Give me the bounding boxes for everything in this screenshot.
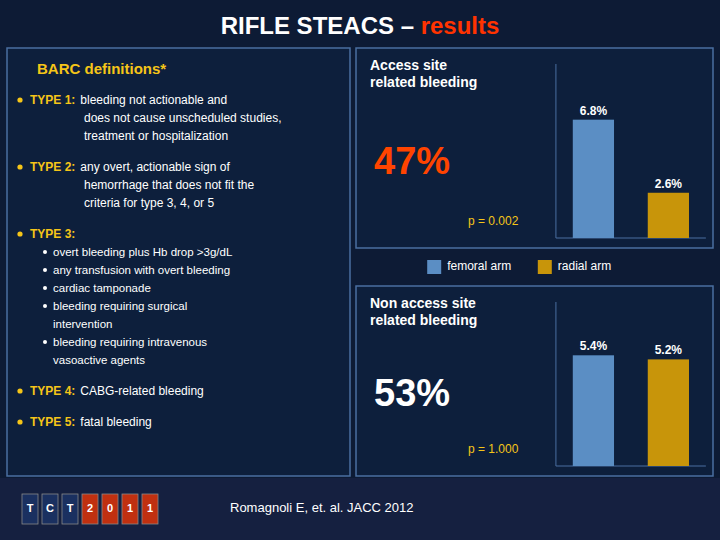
definition-label: TYPE 2:: [30, 160, 75, 174]
chart-title: related bleeding: [370, 74, 477, 90]
bars: [573, 355, 689, 466]
definition-line: TYPE 4: CABG-related bleeding: [30, 384, 204, 398]
p-value: p = 0.002: [468, 214, 519, 228]
logo-letter: T: [27, 502, 34, 514]
definition-subitem: any transfusion with overt bleeding: [53, 264, 230, 276]
definition-text: does not cause unscheduled studies,: [84, 111, 281, 125]
chart-panel: Non access siterelated bleeding 53% p = 1.…: [356, 286, 713, 476]
logo-box: [22, 494, 38, 524]
legend-swatch: [538, 260, 552, 274]
bullet: [17, 97, 22, 102]
definitions-heading: BARC definitions*: [37, 60, 166, 77]
definition-text: bleeding not actionable and: [80, 93, 227, 107]
logo-box: [122, 494, 138, 524]
title: RIFLE STEACS – results: [221, 12, 500, 39]
definition-subitem: intervention: [53, 318, 112, 330]
legend-label: femoral arm: [447, 259, 511, 273]
logo-letter: C: [46, 502, 54, 514]
definition-subitem: overt bleeding plus Hb drop >3g/dL: [53, 246, 233, 258]
y-axis-line: [555, 64, 556, 238]
legend-swatch: [427, 260, 441, 274]
sub-bullet: [43, 304, 47, 308]
legend: femoral arm radial arm: [427, 259, 611, 274]
logo-box: [82, 494, 98, 524]
definition-line: TYPE 5: fatal bleeding: [30, 415, 152, 429]
footer-source: Romagnoli E, et. al. JACC 2012: [230, 500, 414, 515]
footer: [0, 478, 720, 540]
definition-text: criteria for type 3, 4, or 5: [84, 196, 214, 210]
bar: [648, 193, 689, 238]
sub-bullet: [43, 286, 47, 290]
chart-title: Access site: [370, 57, 447, 73]
reduction-label: 53%: [374, 372, 450, 414]
logo-letter: T: [67, 502, 74, 514]
logo-box: [102, 494, 118, 524]
chart-title: Non access site: [370, 295, 476, 311]
title-part: results: [414, 12, 499, 39]
bullet: [17, 231, 22, 236]
logo-box: [142, 494, 158, 524]
panel-frame: [356, 286, 713, 476]
sub-bullet: [43, 268, 47, 272]
bullet: [17, 419, 22, 424]
logo-letter: 1: [147, 502, 153, 514]
definition-line: TYPE 2: any overt, actionable sign of: [30, 160, 230, 174]
definition-line: TYPE 1: bleeding not actionable and: [30, 93, 227, 107]
definition-text: CABG-related bleeding: [80, 384, 203, 398]
data-label: 6.8%: [580, 104, 608, 118]
definition-subitem: bleeding requiring surgical: [53, 300, 187, 312]
chart-title: related bleeding: [370, 312, 477, 328]
definition-subitem: vasoactive agents: [53, 354, 145, 366]
slide: RIFLE STEACS – results BARC definitions* T…: [0, 0, 720, 540]
sub-bullet: [43, 250, 47, 254]
logo-box: [42, 494, 58, 524]
title-part: RIFLE STEACS –: [221, 12, 414, 39]
bar: [573, 120, 614, 238]
logo-letter: 1: [127, 502, 133, 514]
definition-line: TYPE 3:: [30, 227, 75, 241]
definition-subitem: bleeding requiring intravenous: [53, 336, 207, 348]
definition-label: TYPE 5:: [30, 415, 75, 429]
panel-frame: [356, 48, 713, 248]
definition-text: fatal bleeding: [80, 415, 151, 429]
background: [0, 0, 720, 540]
definition-subitem: cardiac tamponade: [53, 282, 151, 294]
definition-text: hemorrhage that does not fit the: [84, 178, 254, 192]
y-axis-line: [555, 302, 556, 466]
definition-text: treatment or hospitalization: [84, 129, 228, 143]
reduction-label: 47%: [374, 140, 450, 182]
logo-box: [62, 494, 78, 524]
legend-label: radial arm: [558, 259, 611, 273]
bar: [573, 355, 614, 466]
bars: [573, 120, 689, 238]
definition-label: TYPE 3:: [30, 227, 75, 241]
logo-letter: 0: [107, 502, 113, 514]
chart-panel: Access siterelated bleeding 47% p = 0.002 6…: [356, 48, 713, 248]
p-value: p = 1.000: [468, 442, 519, 456]
definition-label: TYPE 4:: [30, 384, 75, 398]
bullet: [17, 164, 22, 169]
sub-bullet: [43, 340, 47, 344]
data-label: 2.6%: [655, 177, 683, 191]
data-label: 5.4%: [580, 339, 608, 353]
data-label: 5.2%: [655, 343, 683, 357]
bar: [648, 359, 689, 466]
definition-text: any overt, actionable sign of: [80, 160, 230, 174]
bullet: [17, 388, 22, 393]
definitions-panel: [7, 48, 350, 476]
definition-label: TYPE 1:: [30, 93, 75, 107]
logo-letter: 2: [87, 502, 93, 514]
